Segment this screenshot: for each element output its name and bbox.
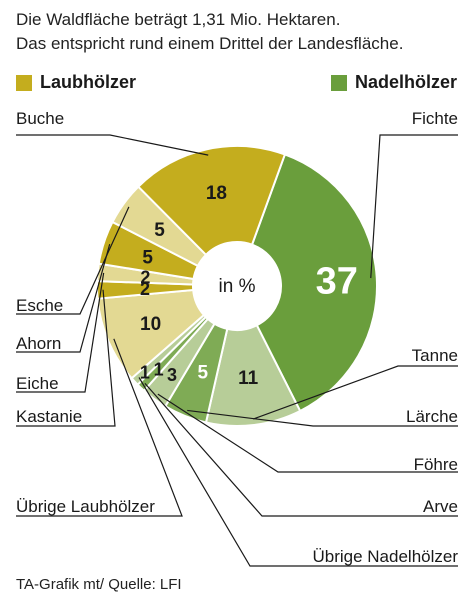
label-tanne: Tanne (412, 346, 458, 365)
value-foehre: 3 (167, 365, 177, 385)
label-fichte: Fichte (412, 109, 458, 128)
leader-line-fichte (370, 134, 458, 279)
value-uebrige-nadelhoelzer: 1 (140, 362, 150, 382)
value-esche: 5 (154, 220, 165, 241)
label-buche: Buche (16, 109, 64, 128)
legend-label-laubhoelzer: Laubhölzer (40, 72, 137, 92)
value-uebrige-laubhoelzer: 10 (140, 314, 161, 335)
value-laerche: 5 (198, 362, 209, 383)
value-eiche: 2 (140, 268, 150, 288)
leader-lines-group (16, 134, 458, 567)
legend-nadelhoelzer: Nadelhölzer (330, 72, 457, 93)
label-foehre: Föhre (414, 455, 458, 474)
leader-line-tanne (253, 365, 458, 420)
legend-laubhoelzer: Laubhölzer (16, 72, 136, 93)
label-esche: Esche (16, 296, 63, 315)
label-ahorn: Ahorn (16, 334, 61, 353)
leader-line-uebrige-laubhoelzer (16, 338, 183, 517)
legend-swatch-laubhoelzer (16, 74, 32, 91)
value-buche: 18 (206, 183, 227, 204)
label-eiche: Eiche (16, 374, 59, 393)
label-uebrige-nadelhoelzer: Übrige Nadelhölzer (312, 547, 458, 566)
labels-group: Fichte Tanne Lärche Föhre Arve Übrige Nadelhö… (16, 109, 458, 566)
value-fichte: 37 (316, 261, 358, 303)
value-tanne: 11 (238, 368, 259, 389)
leader-line-laerche (187, 409, 458, 427)
legend-label-nadelhoelzer: Nadelhölzer (354, 72, 457, 92)
value-kastanie: 2 (140, 279, 150, 299)
value-ahorn: 5 (142, 247, 153, 268)
subtitle: Die Waldfläche beträgt 1,31 Mio. Hektare… (16, 8, 403, 56)
leader-line-buche (16, 134, 209, 156)
legend-swatch-nadelhoelzer (330, 74, 347, 91)
leader-line-eiche (16, 272, 105, 393)
leader-line-arve (144, 382, 458, 517)
leader-line-kastanie (16, 289, 116, 427)
label-laerche: Lärche (406, 407, 458, 426)
leader-line-uebrige-nadelhoelzer (138, 377, 458, 567)
subtitle-line-1: Die Waldfläche beträgt 1,31 Mio. Hektare… (16, 10, 341, 29)
subtitle-line-2: Das entspricht rund einem Drittel der La… (16, 34, 404, 53)
donut-hole (193, 242, 281, 330)
source-note: TA-Grafik mt/ Quelle: LFI (16, 576, 182, 593)
leader-line-ahorn (16, 243, 111, 353)
leader-line-esche (16, 206, 130, 315)
leader-line-foehre (157, 393, 458, 473)
center-label: in % (219, 276, 256, 297)
label-uebrige-laubhoelzer: Übrige Laubhölzer (16, 497, 155, 516)
value-arve: 1 (154, 359, 164, 379)
label-kastanie: Kastanie (16, 407, 82, 426)
label-arve: Arve (423, 497, 458, 516)
